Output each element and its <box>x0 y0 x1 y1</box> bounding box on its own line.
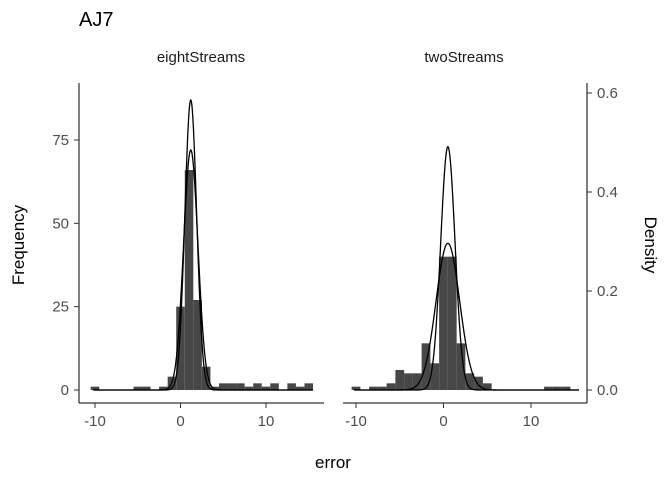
histogram-bar <box>386 383 396 390</box>
x-tick-label: 0 <box>176 413 184 430</box>
histogram-bar <box>270 383 279 390</box>
histogram-bar <box>244 386 254 390</box>
panel-eightStreams <box>90 98 314 391</box>
histogram-bar <box>544 386 553 390</box>
x-axes: -10 0 10 -10 0 10 <box>79 402 587 430</box>
histogram-bar <box>439 256 448 390</box>
histogram-bar <box>159 386 168 390</box>
histogram-bar <box>227 383 237 390</box>
density-curve <box>93 98 313 391</box>
panel-strip-twoStreams: twoStreams <box>424 49 503 66</box>
left-y-tick-label: 0 <box>61 382 69 399</box>
right-y-axis: 0.0 0.2 0.4 0.6 <box>586 83 618 403</box>
x-axis-title: error <box>315 453 351 472</box>
histogram-bar <box>404 373 413 390</box>
histogram-bar <box>90 386 100 390</box>
histogram-bar <box>236 383 245 390</box>
histogram-bar <box>218 383 228 390</box>
x-tick-label: 10 <box>258 413 275 430</box>
panel-twoStreams <box>351 146 579 391</box>
x-tick-label: 10 <box>523 413 540 430</box>
left-y-tick-label: 25 <box>52 299 69 316</box>
left-y-axis: 0 25 50 75 <box>52 83 80 403</box>
histogram-bar <box>287 383 296 390</box>
right-y-axis-title: Density <box>641 217 660 274</box>
histogram-bar <box>133 386 143 390</box>
left-y-axis-title: Frequency <box>9 204 28 285</box>
histogram-bar <box>253 383 262 390</box>
x-tick-label: -10 <box>345 413 367 430</box>
histogram-bar <box>142 386 151 390</box>
density-curve <box>354 242 579 391</box>
histogram-bar <box>210 386 219 390</box>
histogram-bar <box>447 256 457 390</box>
histogram-bar <box>193 300 202 390</box>
x-tick-label: -10 <box>84 413 106 430</box>
histogram-bar <box>369 386 378 390</box>
histogram-bar <box>421 343 431 390</box>
histogram-bar <box>482 383 492 390</box>
histogram-bar <box>304 383 314 390</box>
chart-title: AJ7 <box>79 9 113 31</box>
histogram-bar <box>412 373 422 390</box>
histogram-bar <box>465 373 475 390</box>
right-y-tick-label: 0.6 <box>597 85 618 102</box>
histogram-bar <box>176 306 185 390</box>
density-curve <box>93 149 313 391</box>
histogram-bar <box>474 376 483 390</box>
left-y-tick-label: 50 <box>52 215 69 232</box>
histogram-bar <box>395 370 405 390</box>
right-y-tick-label: 0.4 <box>597 184 618 201</box>
histogram-bar <box>430 363 440 390</box>
panel-strip-eightStreams: eightStreams <box>157 49 245 66</box>
histogram-bar <box>351 386 361 390</box>
density-curve <box>354 146 579 391</box>
histogram-bar <box>456 343 466 390</box>
right-y-tick-label: 0.2 <box>597 283 618 300</box>
histogram-bar <box>261 386 271 390</box>
histogram-bar <box>552 386 562 390</box>
histogram-bar <box>184 170 194 390</box>
x-tick-label: 0 <box>439 413 447 430</box>
right-y-tick-label: 0.0 <box>597 382 618 399</box>
histogram-bar <box>295 386 305 390</box>
histogram-bar <box>561 386 571 390</box>
left-y-tick-label: 75 <box>52 132 69 149</box>
histogram-bar <box>377 386 387 390</box>
